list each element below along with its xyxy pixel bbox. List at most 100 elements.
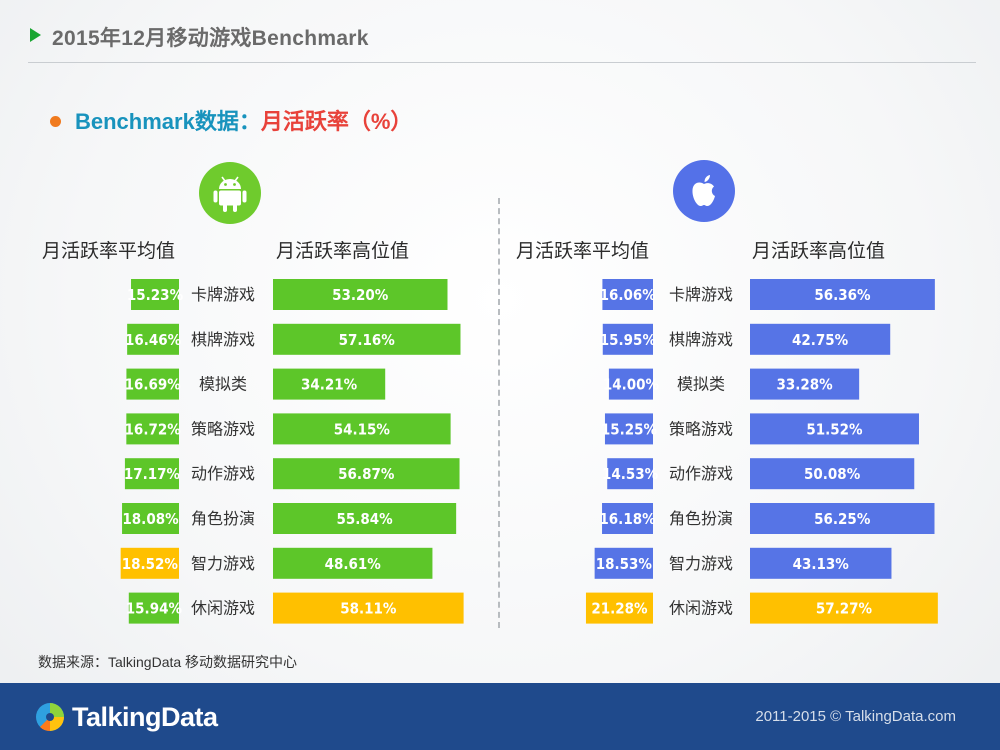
ios-high-value-label: 33.28% [776, 376, 833, 394]
android-avg-value-label: 17.17% [124, 465, 181, 483]
ios-avg-bar [604, 413, 653, 445]
ios-high-bar [750, 413, 919, 445]
android-avg-bar [124, 458, 179, 490]
android-avg-value-label: 18.52% [122, 555, 179, 573]
ios-high-bar [750, 323, 891, 355]
android-avg-bar [131, 279, 179, 310]
platform-divider [498, 198, 500, 628]
android-avg-bar [126, 413, 179, 445]
android-avg-value-label: 18.08% [122, 510, 179, 528]
ios-avg-value-label: 18.53% [596, 555, 653, 573]
ios-high-bar [750, 503, 935, 534]
ios-avg-value-label: 14.53% [602, 465, 659, 483]
ios-avg-bar [602, 279, 653, 310]
ios-high-bar [750, 279, 935, 310]
slide-title: 2015年12月移动游戏Benchmark [52, 27, 369, 50]
android-avg-bar [128, 592, 179, 624]
ios-category-label: 智力游戏 [669, 555, 733, 573]
android-avg-value-label: 16.69% [125, 376, 182, 394]
android-high-value-label: 57.16% [339, 331, 396, 349]
android-high-bar [273, 279, 448, 310]
section-title-prefix: Benchmark数据： [75, 109, 261, 134]
android-high-value-label: 53.20% [332, 286, 389, 304]
ios-high-value-label: 56.25% [814, 510, 871, 528]
android-high-value-label: 58.11% [340, 600, 397, 618]
android-avg-value-label: 15.94% [126, 600, 183, 618]
ios-avg-header: 月活跃率平均值 [516, 241, 650, 262]
android-high-header: 月活跃率高位值 [276, 241, 410, 262]
android-category-label: 智力游戏 [191, 555, 255, 573]
ios-category-label: 卡牌游戏 [669, 286, 733, 304]
bullet-dot-icon [50, 115, 61, 127]
android-category-label: 模拟类 [199, 376, 247, 394]
android-icon [199, 162, 261, 224]
ios-category-label: 角色扮演 [669, 510, 733, 528]
android-avg-bar [126, 368, 179, 400]
ios-avg-bar [585, 592, 653, 624]
ios-avg-value-label: 21.28% [591, 600, 648, 618]
slide-header: 2015年12月移动游戏Benchmark [0, 0, 1000, 64]
ios-avg-value-label: 15.95% [600, 331, 657, 349]
footer-brand: TalkingData [72, 702, 218, 732]
android-category-label: 棋牌游戏 [191, 331, 255, 349]
android-avg-value-label: 15.23% [127, 286, 184, 304]
android-high-bar [273, 413, 451, 445]
ios-avg-bar [608, 368, 653, 400]
ios-high-value-label: 42.75% [792, 331, 849, 349]
android-category-label: 角色扮演 [191, 510, 255, 528]
android-high-bar [273, 503, 457, 534]
android-avg-bar [120, 547, 179, 579]
ios-category-label: 模拟类 [677, 376, 725, 394]
android-high-value-label: 34.21% [301, 376, 358, 394]
ios-avg-bar [602, 323, 653, 355]
android-high-value-label: 48.61% [325, 555, 382, 573]
ios-high-value-label: 50.08% [804, 465, 861, 483]
android-high-bar [273, 323, 461, 355]
footer-copyright: 2011-2015 © TalkingData.com [755, 708, 956, 725]
section-title-metric: 月活跃率（%） [260, 109, 413, 134]
benchmark-bar-chart: 15.23% 卡牌游戏 53.20% 16.46% 棋牌游戏 57.16% 16.69% 模拟… [120, 279, 938, 624]
ios-high-bar [750, 458, 915, 490]
ios-avg-value-label: 14.00% [603, 376, 660, 394]
android-avg-value-label: 16.72% [125, 420, 182, 438]
ios-high-bar [750, 368, 860, 400]
ios-high-header: 月活跃率高位值 [752, 241, 886, 262]
ios-high-bar [750, 592, 938, 624]
ios-avg-value-label: 15.25% [601, 420, 658, 438]
ios-high-value-label: 57.27% [816, 600, 873, 618]
footer-bar: TalkingData 2011-2015 © TalkingData.com [0, 683, 1000, 750]
ios-avg-bar [594, 547, 653, 579]
android-high-bar [273, 458, 460, 490]
android-category-label: 卡牌游戏 [191, 286, 255, 304]
ios-category-label: 休闲游戏 [669, 600, 733, 618]
ios-avg-bar [602, 503, 653, 534]
ios-category-label: 棋牌游戏 [669, 331, 733, 349]
android-avg-value-label: 16.46% [125, 331, 182, 349]
ios-avg-bar [607, 458, 653, 490]
ios-category-label: 策略游戏 [669, 420, 733, 438]
ios-high-value-label: 51.52% [806, 420, 863, 438]
android-category-label: 休闲游戏 [191, 600, 255, 618]
header-divider [28, 62, 976, 63]
apple-icon [673, 160, 735, 222]
android-high-bar [273, 592, 464, 624]
talkingdata-logo-icon [36, 703, 64, 732]
android-avg-bar [122, 503, 179, 534]
ios-avg-value-label: 16.06% [600, 286, 657, 304]
data-source-note: 数据来源：TalkingData 移动数据研究中心 [38, 654, 298, 670]
android-high-value-label: 56.87% [338, 465, 395, 483]
android-high-bar [273, 547, 433, 579]
android-high-value-label: 55.84% [336, 510, 393, 528]
ios-high-value-label: 56.36% [814, 286, 871, 304]
ios-high-bar [750, 547, 892, 579]
android-high-value-label: 54.15% [334, 420, 391, 438]
android-category-label: 动作游戏 [191, 465, 255, 483]
ios-category-label: 动作游戏 [669, 465, 733, 483]
android-avg-bar [127, 323, 179, 355]
ios-high-value-label: 43.13% [793, 555, 850, 573]
android-category-label: 策略游戏 [191, 420, 255, 438]
android-high-bar [273, 368, 386, 400]
play-triangle-icon [30, 28, 41, 42]
ios-avg-value-label: 16.18% [599, 510, 656, 528]
android-avg-header: 月活跃率平均值 [42, 241, 176, 262]
